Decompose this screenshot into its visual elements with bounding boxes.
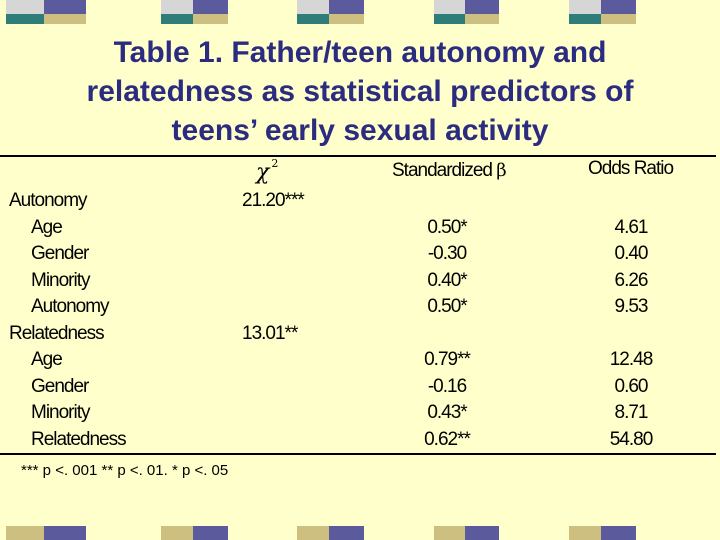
- decorative-stripe: [192, 526, 228, 540]
- decorative-stripe: [297, 526, 329, 540]
- table-row: Gender -0.30 0.40: [0, 243, 720, 269]
- odds-ratio-value: 9.53: [614, 296, 649, 317]
- table-row: Relatedness 13.01**: [0, 323, 720, 349]
- odds-ratio-value: 6.26: [614, 269, 649, 291]
- title-line-2: relatedness as statistical predictors of: [86, 75, 634, 108]
- standardized-beta-header: Standardized β: [392, 160, 507, 182]
- table-row: Age 0.79** 12.48: [0, 349, 720, 375]
- odds-ratio-value: 4.61: [614, 216, 649, 238]
- standardized-beta-value: -0.16: [427, 375, 467, 397]
- chi-superscript: 2: [271, 156, 279, 170]
- decorative-stripe: [464, 14, 499, 24]
- decorative-stripe: [464, 0, 499, 14]
- significance-footnote: *** p <. 001 ** p <. 01. * p <. 05: [21, 462, 229, 479]
- row-label: Autonomy: [9, 190, 88, 211]
- decorative-stripe: [434, 14, 465, 24]
- decorative-stripe: [569, 526, 601, 540]
- row-label: Autonomy: [31, 296, 110, 317]
- odds-ratio-value: 8.71: [614, 402, 649, 423]
- odds-ratio-value: 12.48: [609, 349, 654, 370]
- row-label: Minority: [31, 269, 91, 291]
- standardized-beta-value: -0.30: [427, 243, 467, 264]
- standardized-beta-value: 0.50*: [427, 216, 467, 238]
- table-top-rule: [0, 155, 716, 157]
- table-row: Minority 0.40* 6.26: [0, 270, 720, 296]
- decorative-stripe: [600, 14, 637, 24]
- table-row: Age 0.50* 4.61: [0, 217, 720, 243]
- row-label: Relatedness: [31, 428, 127, 450]
- chi-square-value: 13.01**: [242, 322, 298, 344]
- row-label: Age: [31, 349, 63, 370]
- decorative-stripe: [434, 526, 465, 540]
- decorative-stripe: [434, 0, 465, 14]
- decorative-stripe: [297, 14, 329, 24]
- row-label: Minority: [31, 402, 91, 423]
- decorative-stripe: [297, 0, 329, 14]
- decorative-stripe: [43, 0, 86, 14]
- row-label: Age: [31, 216, 63, 238]
- row-label: Relatedness: [9, 322, 105, 344]
- title-line-3: teens’ early sexual activity: [171, 114, 549, 147]
- decorative-stripe: [161, 0, 193, 14]
- table-row: Gender -0.16 0.60: [0, 376, 720, 402]
- table-row: Relatedness 0.62** 54.80: [0, 429, 720, 455]
- chi-square-value: 21.20***: [242, 190, 305, 211]
- standardized-beta-value: 0.62**: [424, 428, 471, 450]
- odds-ratio-value: 54.80: [609, 428, 654, 450]
- decorative-stripe: [328, 526, 364, 540]
- table-row: Autonomy 0.50* 9.53: [0, 296, 720, 322]
- decorative-stripe: [6, 526, 44, 540]
- decorative-stripe: [6, 14, 44, 24]
- table-bottom-rule: [0, 453, 716, 455]
- decorative-stripe: [600, 0, 637, 14]
- row-label: Gender: [31, 375, 89, 397]
- table-row: Minority 0.43* 8.71: [0, 402, 720, 428]
- decorative-stripe: [6, 0, 44, 14]
- decorative-stripe: [192, 14, 228, 24]
- odds-ratio-value: 0.60: [614, 375, 649, 397]
- standardized-label: Standardized: [392, 160, 493, 181]
- row-label: Gender: [31, 243, 89, 264]
- standardized-beta-value: 0.40*: [427, 269, 467, 291]
- slide-title: Table 1. Father/teen autonomy and relate…: [0, 33, 720, 150]
- decorative-stripe: [192, 0, 228, 14]
- decorative-stripe: [569, 14, 601, 24]
- decorative-stripe: [464, 526, 499, 540]
- top-decorative-bar: [0, 0, 720, 26]
- decorative-stripe: [569, 0, 601, 14]
- decorative-stripe: [43, 14, 86, 24]
- decorative-stripe: [328, 0, 364, 14]
- standardized-beta-value: 0.50*: [427, 296, 467, 317]
- standardized-beta-value: 0.79**: [424, 349, 471, 370]
- chi-symbol: χ: [256, 160, 270, 185]
- decorative-stripe: [600, 526, 637, 540]
- decorative-stripe: [328, 14, 364, 24]
- decorative-stripe: [161, 526, 193, 540]
- title-line-1: Table 1. Father/teen autonomy and: [113, 36, 607, 69]
- odds-ratio-header: Odds Ratio: [588, 158, 674, 179]
- decorative-stripe: [43, 526, 86, 540]
- standardized-beta-value: 0.43*: [427, 402, 467, 423]
- table-row: Autonomy 21.20***: [0, 190, 720, 216]
- beta-symbol: β: [496, 160, 507, 181]
- bottom-decorative-bar: [0, 526, 720, 540]
- decorative-stripe: [161, 14, 193, 24]
- odds-ratio-value: 0.40: [614, 243, 649, 264]
